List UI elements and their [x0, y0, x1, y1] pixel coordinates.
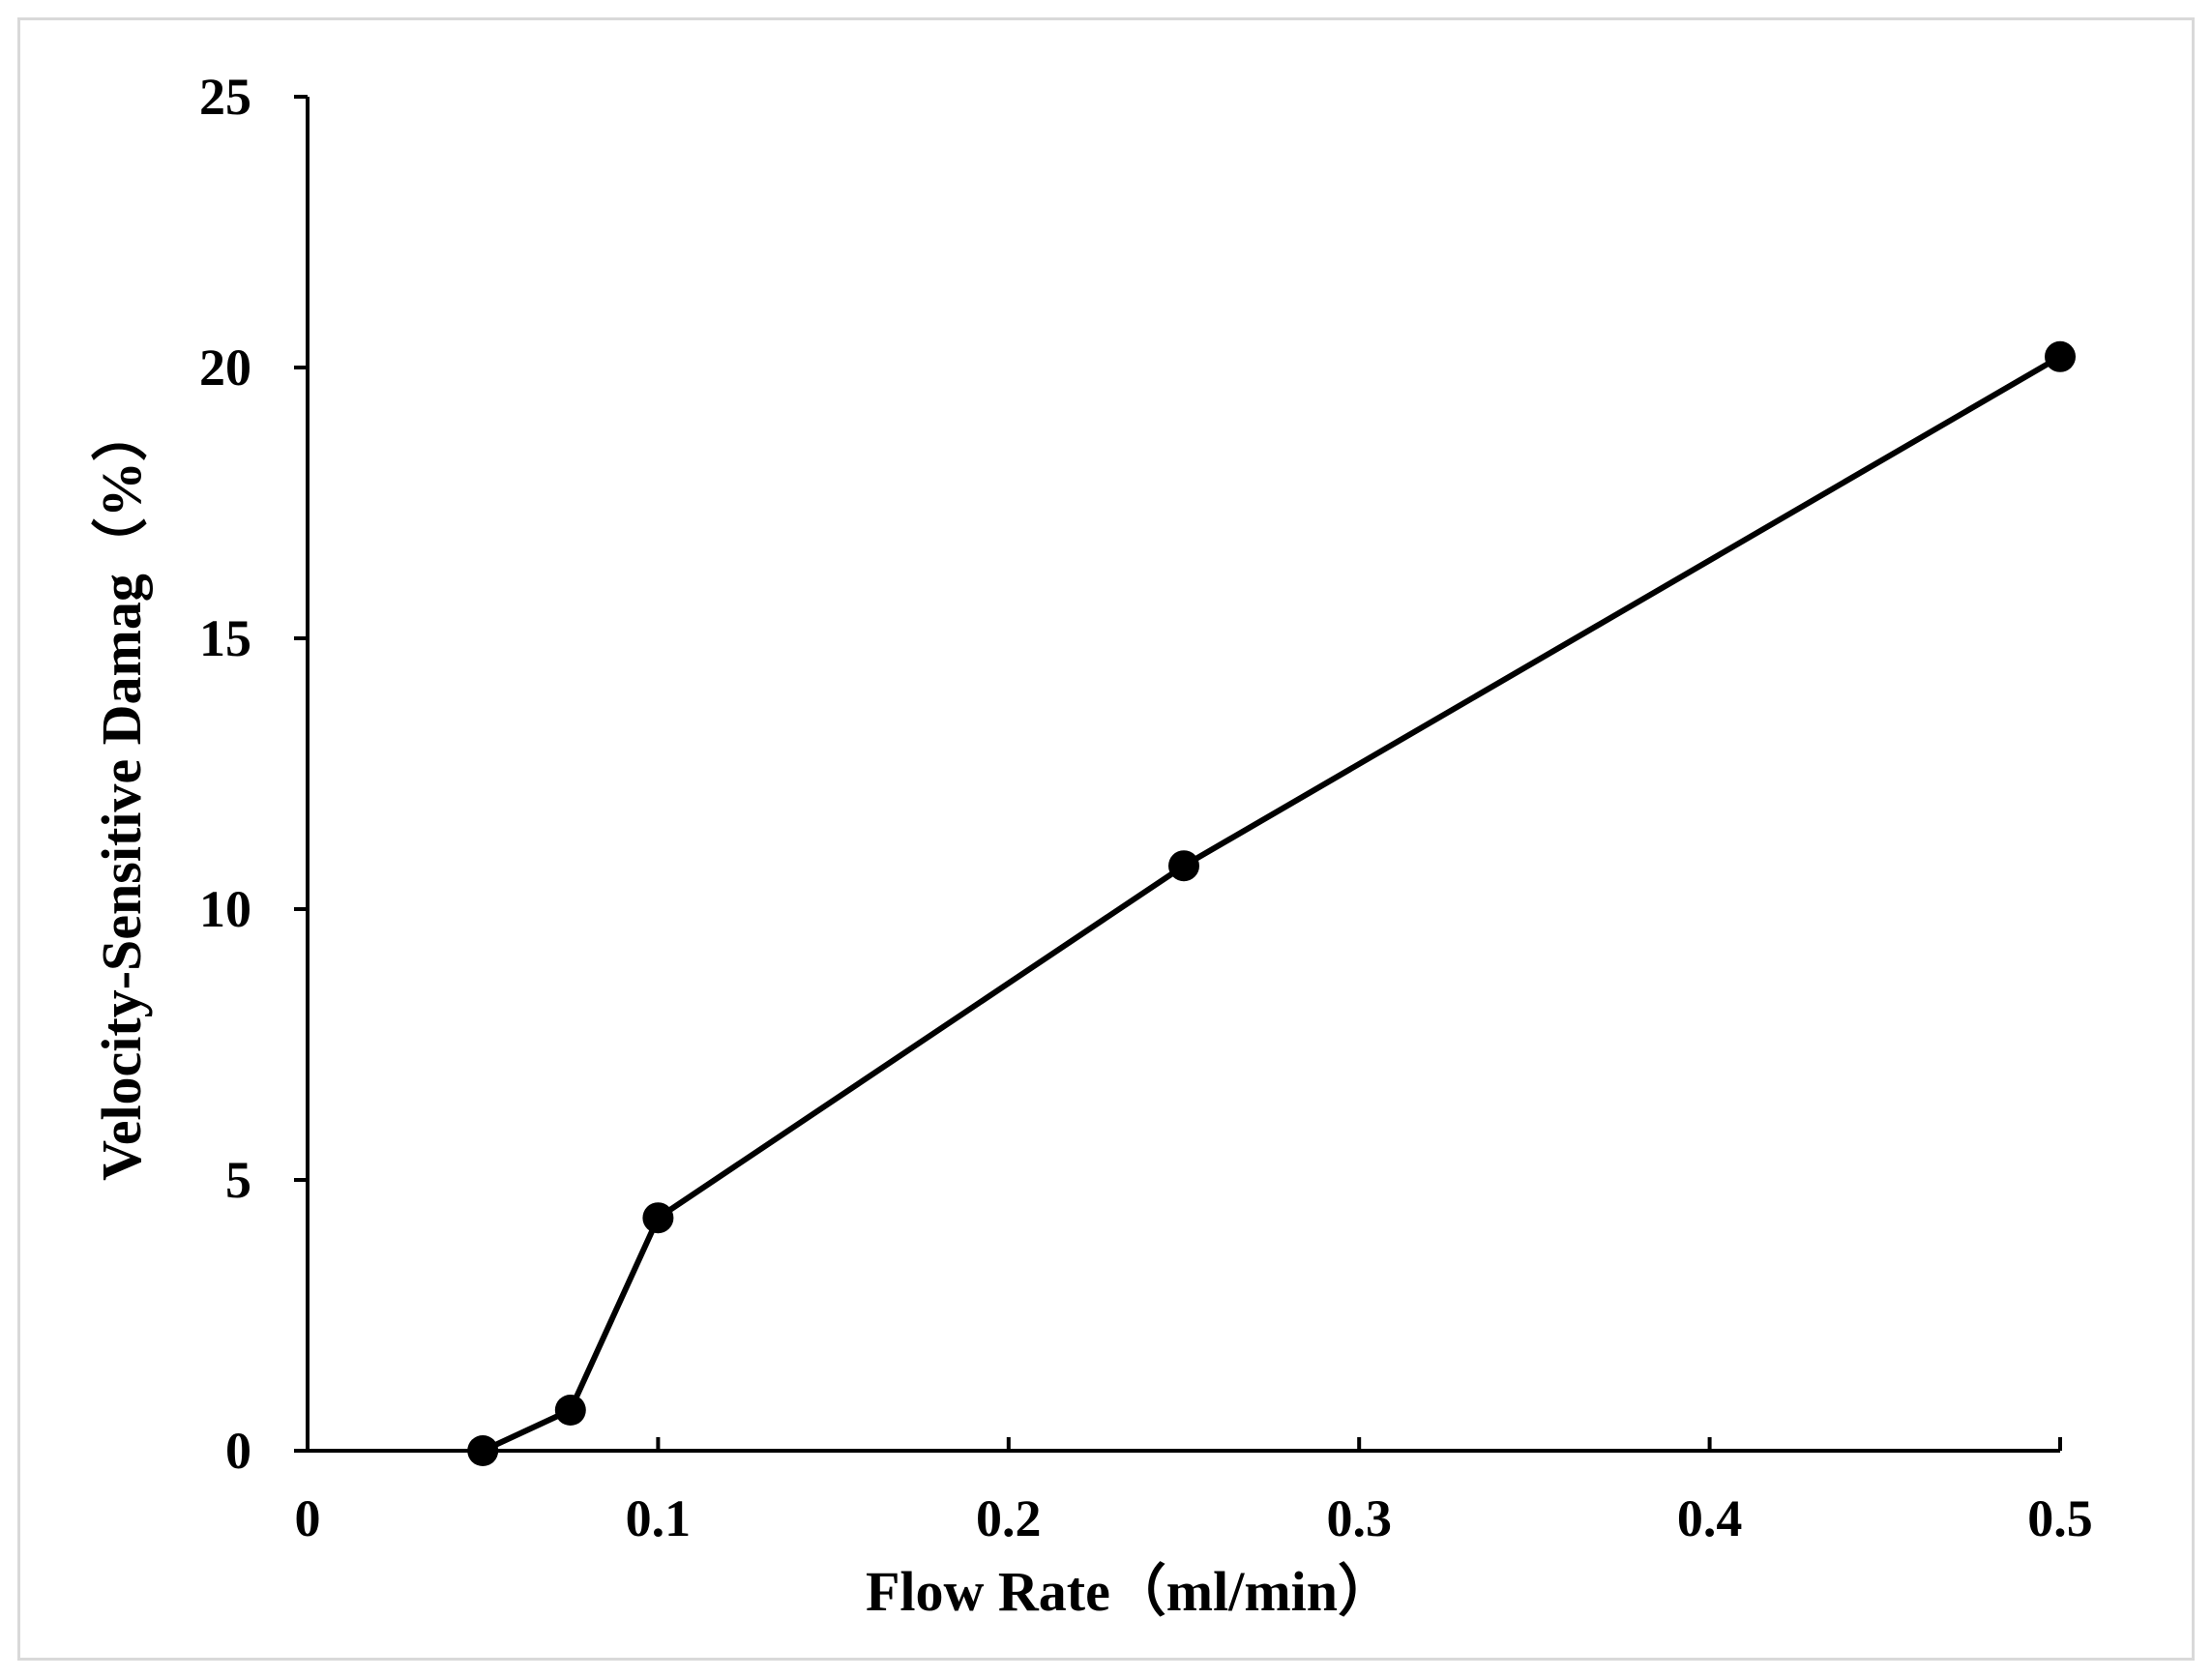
axis-titles: Flow Rate（ml/min） Velocity-Sensitive Dam… — [90, 405, 1394, 1623]
data-point — [1168, 850, 1199, 882]
axes — [306, 97, 2060, 1453]
y-tick-label: 0 — [225, 1422, 251, 1480]
data-point — [642, 1202, 674, 1234]
y-tick-label: 15 — [199, 609, 251, 667]
figure-frame — [17, 17, 2195, 1661]
y-tick-label: 25 — [199, 68, 251, 126]
y-tick-label: 5 — [225, 1151, 251, 1209]
data-point — [467, 1435, 499, 1466]
series-line — [481, 354, 2062, 1454]
data-point — [554, 1395, 586, 1426]
x-tick-label: 0.2 — [976, 1489, 1042, 1547]
x-tick-label: 0.1 — [626, 1489, 692, 1547]
ticks: 0 5 10 15 20 25 0 0.1 0.2 0.3 0.4 0.5 — [199, 68, 2093, 1547]
x-tick-label: 0.5 — [2027, 1489, 2093, 1547]
y-tick-label: 20 — [199, 339, 251, 397]
series — [467, 340, 2076, 1466]
x-tick-label: 0 — [295, 1489, 321, 1547]
x-tick-label: 0.3 — [1326, 1489, 1392, 1547]
y-axis-title: Velocity-Sensitive Damag（%） — [90, 405, 153, 1181]
data-point — [2045, 340, 2076, 372]
y-tick-label: 10 — [199, 880, 251, 938]
x-tick-label: 0.4 — [1677, 1489, 1743, 1547]
x-axis-title: Flow Rate（ml/min） — [866, 1560, 1394, 1623]
